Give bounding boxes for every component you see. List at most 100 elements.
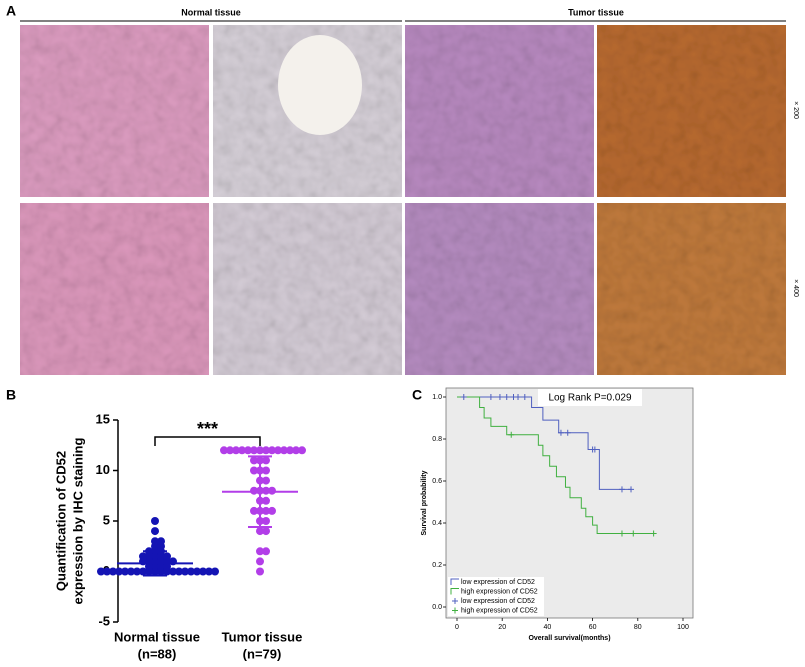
censor-mark <box>508 431 515 438</box>
x-tick-label: Normal tissue <box>114 629 200 644</box>
censor-mark <box>521 394 528 400</box>
group-header: Tumor tissue <box>568 7 624 17</box>
dot <box>151 537 159 546</box>
micrograph <box>597 25 786 197</box>
x-tick-note: (n=88) <box>138 646 177 661</box>
dot <box>250 466 258 475</box>
significance: *** <box>197 419 218 439</box>
dot <box>157 537 165 546</box>
dot <box>109 567 117 576</box>
dot <box>193 567 201 576</box>
dot <box>250 506 258 515</box>
sd-bar <box>143 550 167 577</box>
micrograph <box>405 203 594 375</box>
micrograph <box>20 25 209 197</box>
dot <box>256 547 264 556</box>
dot <box>238 446 246 455</box>
x-tick-label: 20 <box>498 624 506 631</box>
y-tick-label: -5 <box>98 613 110 628</box>
x-tick-label: 40 <box>544 624 552 631</box>
dot <box>121 567 129 576</box>
x-tick-note: (n=79) <box>243 646 282 661</box>
y-axis-label: Quantification of CD52 <box>53 451 68 591</box>
dot <box>262 476 270 485</box>
censor-mark <box>515 394 522 400</box>
dot <box>262 527 270 536</box>
censor-mark <box>628 486 635 493</box>
censor-mark <box>487 394 494 400</box>
y-tick-label: 15 <box>96 411 110 426</box>
dot <box>151 527 159 536</box>
legend-label: low expression of CD52 <box>461 598 535 605</box>
y-tick-label: 0.4 <box>432 520 442 527</box>
dot <box>268 506 276 515</box>
micrographs <box>20 25 786 375</box>
dot <box>151 517 159 525</box>
dot <box>169 567 177 576</box>
dot <box>292 446 300 455</box>
survival-curve <box>457 396 632 490</box>
dot <box>262 446 270 455</box>
censor-mark <box>591 446 598 453</box>
x-axis-label: Overall survival(months) <box>528 635 610 642</box>
dot <box>250 486 258 495</box>
dot <box>133 567 141 576</box>
dot <box>139 552 147 561</box>
x-tick-label: 100 <box>677 624 689 631</box>
y-tick-label: 0.8 <box>432 436 442 443</box>
y-axis-label: expression by IHC staining <box>70 438 85 605</box>
censor-mark <box>618 530 625 537</box>
micrograph <box>597 203 786 375</box>
legend-label: low expression of CD52 <box>461 579 535 586</box>
group-header: Normal tissue <box>181 7 241 17</box>
dot <box>211 567 219 576</box>
sd-bar <box>248 455 272 529</box>
dot <box>220 446 228 455</box>
censor-mark <box>460 394 467 400</box>
dot <box>103 567 111 576</box>
panel-label: A <box>6 3 16 19</box>
dot <box>262 547 270 556</box>
x-tick-label: Tumor tissue <box>222 629 303 644</box>
dot <box>280 446 288 455</box>
dot <box>262 456 270 465</box>
x-tick-label: 60 <box>589 624 597 631</box>
dot <box>262 466 270 475</box>
censor-mark <box>564 429 571 436</box>
x-tick-label: 0 <box>455 624 459 631</box>
dot <box>250 446 258 455</box>
censor-mark <box>496 394 503 400</box>
dot <box>232 446 240 455</box>
dot <box>181 567 189 576</box>
dot <box>127 567 135 576</box>
annotation-box <box>538 389 642 406</box>
dot <box>226 446 234 455</box>
dot <box>205 567 213 576</box>
censor-mark <box>557 429 564 436</box>
dot <box>97 567 105 576</box>
dot <box>298 446 306 455</box>
survival-curve <box>457 396 654 534</box>
y-tick-label: 0.2 <box>432 562 442 569</box>
legend-label: high expression of CD52 <box>461 607 538 614</box>
legend-label: high expression of CD52 <box>461 588 538 595</box>
legend-swatch <box>450 578 459 585</box>
legend-swatch <box>452 607 458 614</box>
dot <box>256 446 264 455</box>
significance-bracket <box>154 436 261 446</box>
censor-mark <box>618 486 625 493</box>
dot <box>163 552 171 561</box>
censor-mark <box>630 530 637 537</box>
dot <box>244 446 252 455</box>
censor-mark <box>650 530 657 537</box>
panel-label: C <box>412 387 422 403</box>
magnification: × 400 <box>792 279 799 297</box>
censor-mark <box>503 394 510 400</box>
legend-box <box>448 577 544 616</box>
dot <box>262 506 270 515</box>
annotation: Log Rank P=0.029 <box>548 393 632 404</box>
dot <box>250 456 258 465</box>
y-tick-label: 5 <box>103 512 110 527</box>
vessel-lumen <box>278 35 362 135</box>
